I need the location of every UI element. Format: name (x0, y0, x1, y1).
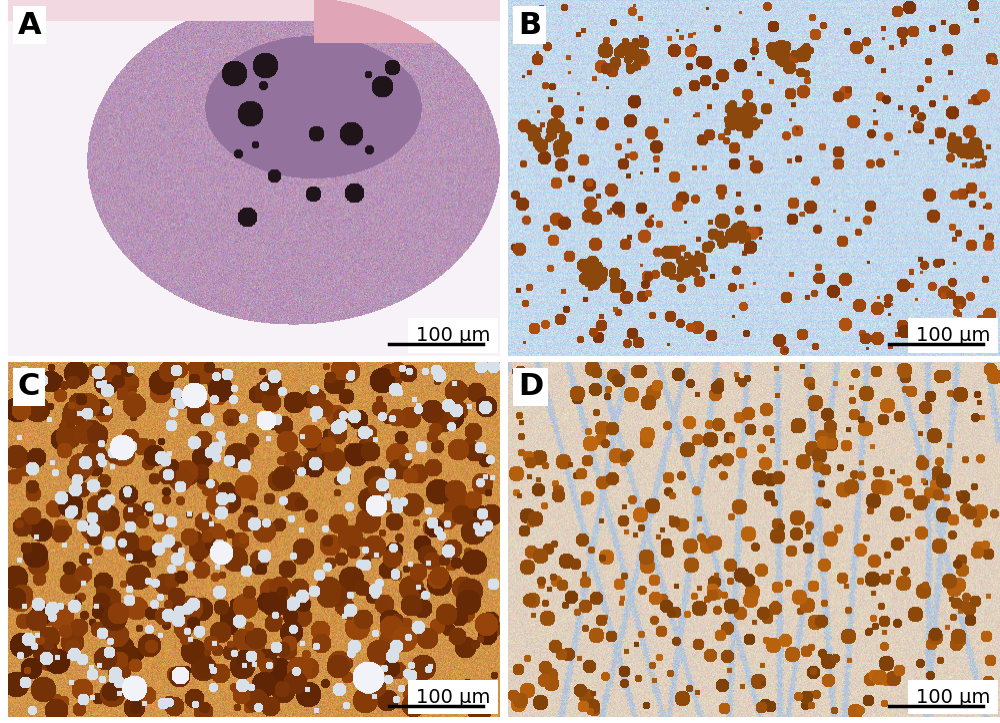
Text: A: A (18, 11, 41, 40)
Text: C: C (18, 372, 40, 401)
Text: D: D (518, 372, 543, 401)
Text: 100 μm: 100 μm (916, 326, 990, 345)
Text: B: B (518, 11, 541, 40)
Text: 100 μm: 100 μm (416, 326, 490, 345)
Text: 100 μm: 100 μm (916, 688, 990, 706)
Text: 100 μm: 100 μm (416, 688, 490, 706)
